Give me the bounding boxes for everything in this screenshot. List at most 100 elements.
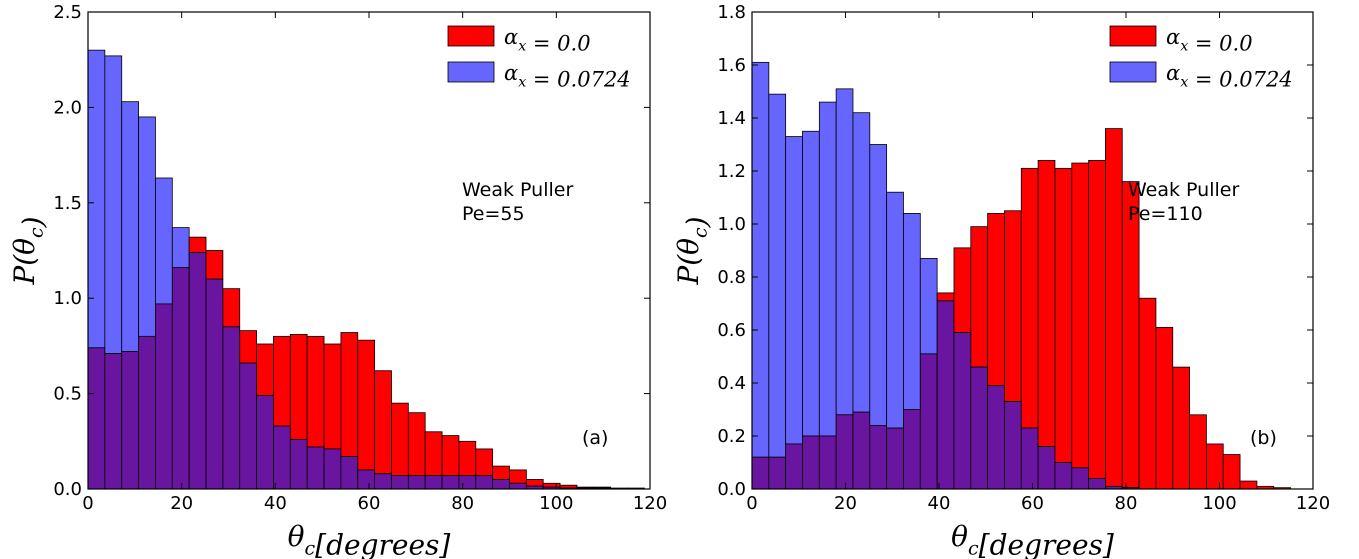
bar-overlap-4 bbox=[818, 435, 837, 490]
bar-red-11 bbox=[273, 335, 291, 427]
bar-red-25 bbox=[1172, 366, 1190, 490]
y-tick-label: 0.2 bbox=[717, 426, 746, 447]
y-tick-label: 1.0 bbox=[717, 214, 746, 235]
bar-overlap-20 bbox=[424, 475, 443, 490]
bar-overlap-13 bbox=[306, 446, 325, 490]
bar-overlap-8 bbox=[886, 427, 904, 490]
bar-overlap-18 bbox=[1054, 462, 1073, 490]
bar-red-6 bbox=[188, 236, 207, 253]
y-tick-label: 2.5 bbox=[53, 2, 82, 23]
bar-red-12 bbox=[953, 247, 972, 334]
bar-overlap-2 bbox=[785, 443, 803, 490]
bar-red-23 bbox=[475, 448, 494, 477]
bar-blue-5 bbox=[835, 88, 854, 416]
bar-blue-7 bbox=[869, 144, 888, 426]
y-tick-label: 0.5 bbox=[53, 384, 82, 405]
bar-overlap-9 bbox=[903, 409, 921, 490]
annotation-line: Weak Puller bbox=[1128, 179, 1239, 201]
bar-red-12 bbox=[289, 334, 308, 440]
bar-overlap-5 bbox=[835, 414, 854, 490]
bars bbox=[751, 61, 1291, 490]
bar-overlap-12 bbox=[289, 438, 308, 490]
bar-overlap-0 bbox=[87, 347, 106, 490]
bar-blue-3 bbox=[802, 130, 820, 437]
bar-blue-0 bbox=[751, 61, 770, 458]
bar-overlap-4 bbox=[155, 303, 173, 490]
bar-overlap-24 bbox=[492, 479, 510, 490]
bar-red-24 bbox=[1155, 326, 1174, 490]
bar-red-28 bbox=[559, 484, 578, 489]
bar-red-22 bbox=[1121, 181, 1140, 489]
bar-red-14 bbox=[323, 343, 342, 450]
bar-red-27 bbox=[1206, 443, 1224, 490]
legend-label: αx = 0.0 bbox=[1166, 25, 1253, 55]
bar-red-20 bbox=[424, 431, 443, 477]
bar-blue-10 bbox=[919, 258, 938, 355]
bar-overlap-23 bbox=[475, 475, 494, 490]
bar-overlap-14 bbox=[987, 385, 1005, 490]
x-axis-label: θc[degrees] bbox=[288, 520, 451, 559]
bar-red-10 bbox=[256, 343, 274, 396]
x-tick-label: 80 bbox=[1115, 493, 1138, 514]
bar-red-22 bbox=[458, 440, 477, 477]
bar-red-18 bbox=[391, 402, 409, 477]
x-ticks: 0 20 40 60 80 100 120 bbox=[746, 12, 1330, 514]
legend: αx = 0.0 αx = 0.0724 bbox=[1109, 25, 1293, 91]
panel-label: (b) bbox=[1250, 427, 1277, 449]
bar-red-21 bbox=[441, 435, 460, 477]
bar-overlap-11 bbox=[936, 300, 955, 490]
annotation-line: Weak Puller bbox=[462, 179, 573, 201]
y-tick-label: 0.0 bbox=[717, 479, 746, 500]
x-tick-label: 120 bbox=[633, 493, 667, 514]
x-tick-label: 100 bbox=[539, 493, 573, 514]
y-axis-label-group: P(θc) bbox=[8, 216, 49, 285]
bar-overlap-21 bbox=[441, 475, 460, 490]
bar-red-8 bbox=[222, 288, 241, 328]
bar-red-13 bbox=[970, 226, 989, 368]
bar-overlap-17 bbox=[1037, 446, 1056, 490]
bar-overlap-10 bbox=[256, 395, 274, 490]
bar-overlap-1 bbox=[768, 456, 787, 490]
annotation-line: Pe=110 bbox=[1128, 203, 1203, 225]
bar-overlap-25 bbox=[509, 482, 527, 490]
x-tick-label: 120 bbox=[1296, 493, 1330, 514]
bar-overlap-19 bbox=[1071, 467, 1090, 490]
legend-swatch bbox=[447, 61, 495, 83]
bar-blue-0 bbox=[87, 49, 106, 349]
bar-red-11 bbox=[936, 292, 955, 302]
bar-red-17 bbox=[1037, 159, 1056, 448]
bar-blue-1 bbox=[104, 55, 123, 354]
y-tick-label: 0.8 bbox=[717, 267, 746, 288]
bar-overlap-1 bbox=[104, 353, 123, 490]
bar-overlap-17 bbox=[374, 473, 392, 490]
bar-red-7 bbox=[205, 250, 224, 280]
bar-overlap-16 bbox=[1020, 427, 1039, 490]
bar-red-24 bbox=[492, 465, 510, 480]
y-tick-label: 1.0 bbox=[53, 288, 82, 309]
x-ticks: 0 20 40 60 80 100 120 bbox=[82, 12, 667, 514]
bar-red-28 bbox=[1222, 454, 1241, 490]
legend: αx = 0.0 αx = 0.0724 bbox=[447, 25, 631, 91]
bar-overlap-3 bbox=[802, 435, 820, 490]
bar-overlap-22 bbox=[458, 475, 477, 490]
x-tick-label: 40 bbox=[264, 493, 287, 514]
legend-label: αx = 0.0724 bbox=[504, 61, 631, 91]
bar-red-13 bbox=[306, 335, 325, 448]
bar-overlap-13 bbox=[970, 366, 989, 490]
bar-overlap-10 bbox=[919, 353, 938, 490]
legend-swatch bbox=[1109, 25, 1157, 47]
y-tick-label: 1.6 bbox=[717, 55, 746, 76]
bar-overlap-16 bbox=[357, 469, 376, 490]
x-tick-label: 60 bbox=[1021, 493, 1044, 514]
x-tick-label: 100 bbox=[1202, 493, 1236, 514]
bar-red-19 bbox=[407, 412, 426, 477]
bar-blue-4 bbox=[155, 177, 173, 305]
y-tick-label: 1.2 bbox=[717, 161, 746, 182]
y-tick-label: 0.4 bbox=[717, 373, 746, 394]
bar-overlap-7 bbox=[869, 424, 888, 490]
bar-red-19 bbox=[1071, 162, 1090, 469]
x-tick-label: 20 bbox=[170, 493, 193, 514]
bars bbox=[87, 49, 645, 490]
y-axis-label-group: P(θc) bbox=[672, 216, 713, 285]
